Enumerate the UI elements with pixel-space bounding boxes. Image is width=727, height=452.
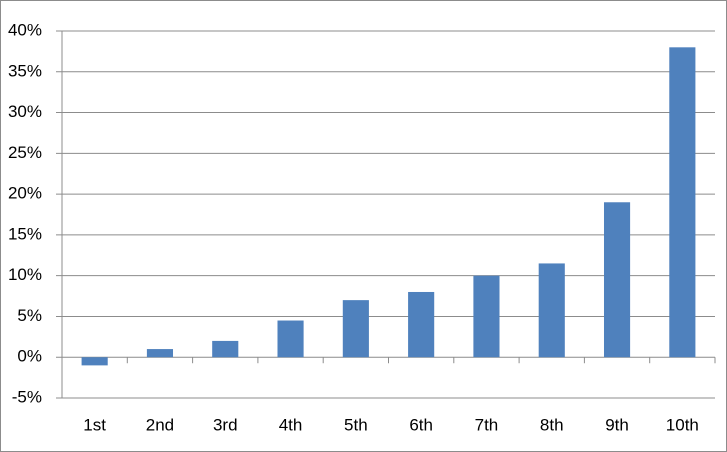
x-tick-label: 8th [540,415,564,434]
y-tick-label: 0% [17,347,42,366]
bar [212,340,239,358]
bar [473,275,500,358]
x-tick-label: 9th [605,415,629,434]
bar [342,300,369,358]
y-tick-label: 30% [8,102,42,121]
x-tick-label: 2nd [146,415,174,434]
y-tick-label: 10% [8,265,42,284]
bar [146,349,174,358]
y-tick-label: 5% [17,306,42,325]
bar [277,320,304,358]
x-tick-label: 10th [666,415,699,434]
y-tick-label: 35% [8,61,42,80]
x-tick-label: 5th [344,415,368,434]
bar [669,47,696,358]
x-tick-label: 4th [279,415,303,434]
y-tick-label: 20% [8,184,42,203]
bar [538,263,565,358]
x-tick-label: 6th [409,415,433,434]
x-tick-label: 7th [475,415,499,434]
bar [81,357,108,366]
bar [408,291,435,358]
x-tick-label: 1st [83,415,106,434]
bar [603,202,631,358]
x-tick-label: 3rd [213,415,238,434]
y-tick-label: 25% [8,143,42,162]
y-tick-label: 40% [8,20,42,39]
y-tick-label: 15% [8,224,42,243]
y-tick-label: -5% [12,387,42,406]
